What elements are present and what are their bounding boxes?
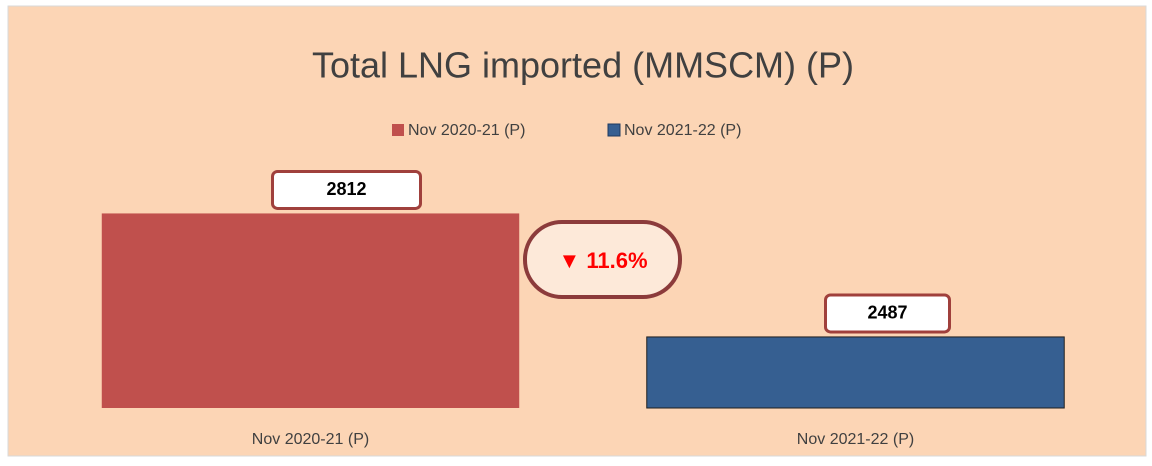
chart-title: Total LNG imported (MMSCM) (P) <box>312 45 854 86</box>
legend-label: Nov 2020-21 (P) <box>408 122 525 139</box>
bar <box>101 213 520 408</box>
annotation: ▼ 11.6% <box>523 220 682 299</box>
legend-swatch <box>607 123 621 137</box>
bar <box>646 336 1065 409</box>
legend-swatch <box>392 124 404 136</box>
annotation-box <box>523 220 682 299</box>
data-label: 2812 <box>326 179 366 199</box>
data-label-box <box>271 169 422 210</box>
legend-label: Nov 2021-22 (P) <box>624 122 741 139</box>
x-tick-label: Nov 2020-21 (P) <box>252 431 369 448</box>
x-tick-label: Nov 2021-22 (P) <box>797 431 914 448</box>
data-label: 2487 <box>867 303 907 323</box>
data-label-box <box>824 293 951 334</box>
annotation-text: ▼ 11.6% <box>558 248 647 273</box>
